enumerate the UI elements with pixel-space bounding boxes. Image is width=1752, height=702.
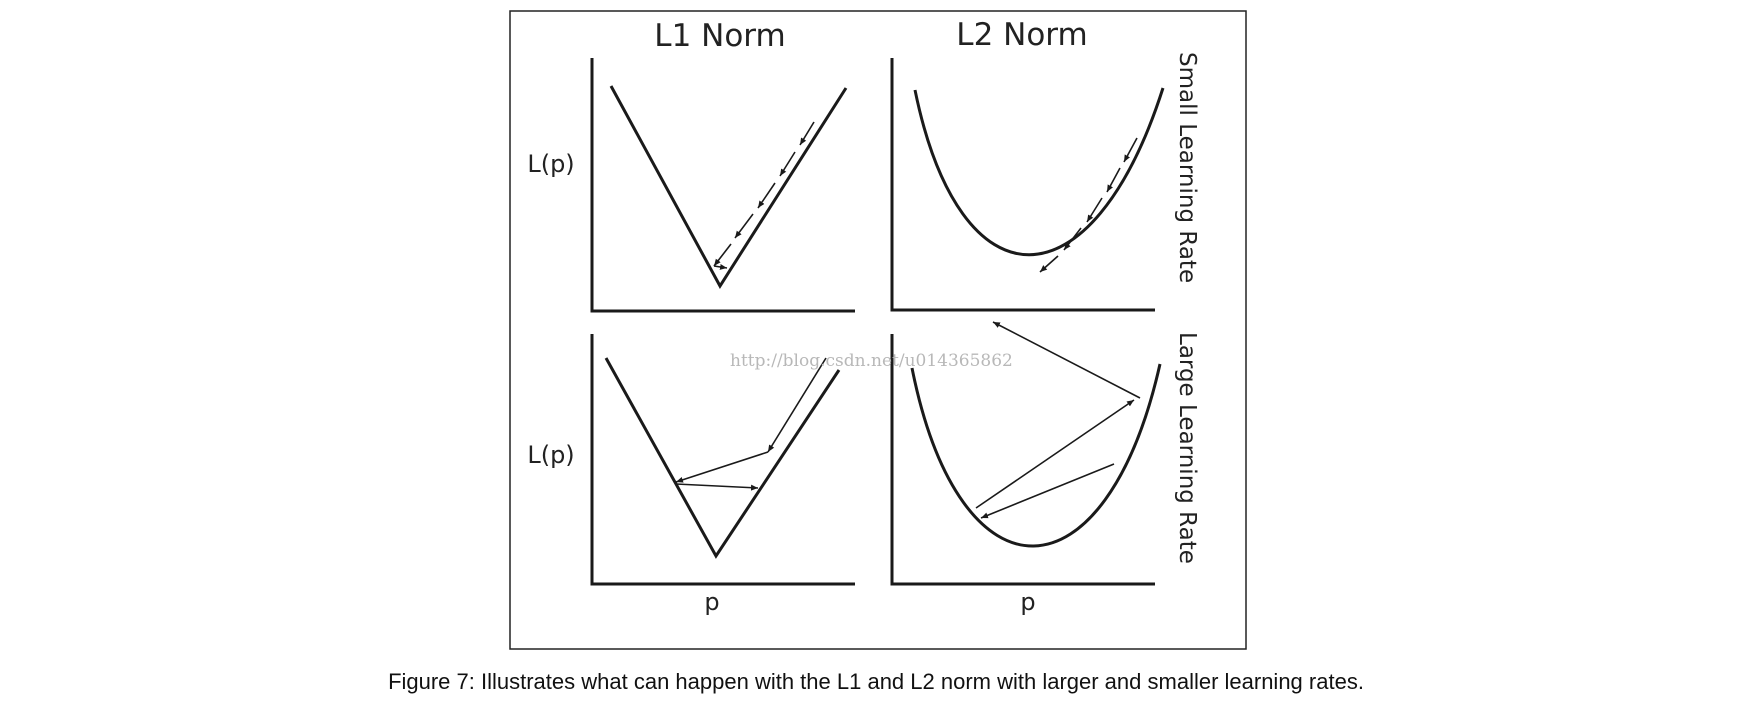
row-label-small: Small Learning Rate [1174,52,1200,283]
figure-frame [509,10,1247,650]
gradient-steps-l1-small [713,121,815,270]
axes-l2-large [890,334,1155,586]
step-arrow [675,483,759,491]
loss-curve-l2-large [910,363,1162,548]
loss-curve-l2-small [913,87,1165,257]
step-arrow [779,151,796,177]
step-arrow [767,357,827,453]
step-arrow [1063,227,1082,251]
row-label-large: Large Learning Rate [1174,332,1200,564]
xlabel-left: p [704,588,719,616]
xlabel-right: p [1020,588,1035,616]
step-arrow [799,121,815,146]
step-arrow [975,399,1135,509]
loss-curve-l1-small [609,85,848,289]
watermark-text: http://blog.csdn.net/u014365862 [730,351,1013,371]
panel-l1-large [590,334,855,586]
step-arrow [757,182,776,209]
ylabel-bottom: L(p) [527,441,574,469]
panel-l2-small [890,58,1165,312]
step-arrow [675,451,769,483]
step-arrow [1039,255,1059,273]
step-arrow [992,321,1141,399]
step-arrow [1086,197,1103,223]
panel-l1-small [590,58,855,313]
step-arrow [980,463,1115,519]
gradient-steps-l2-small [1039,137,1138,273]
step-arrow [1123,137,1138,163]
panel-l2-large [890,321,1162,586]
step-arrow [713,263,728,270]
axes-l1-small [590,58,855,313]
ylabel-top: L(p) [527,150,574,178]
step-arrow [1106,167,1121,193]
column-title-l1: L1 Norm [654,18,785,54]
gradient-steps-l1-large [675,357,827,491]
figure-caption: Figure 7: Illustrates what can happen wi… [388,669,1364,694]
step-arrow [713,243,732,267]
axes-l1-large [590,334,855,586]
loss-curve-l1-large [604,357,841,559]
gradient-steps-l2-large [975,321,1141,519]
column-title-l2: L2 Norm [956,17,1087,53]
axes-l2-small [890,58,1155,312]
step-arrow [734,213,754,239]
